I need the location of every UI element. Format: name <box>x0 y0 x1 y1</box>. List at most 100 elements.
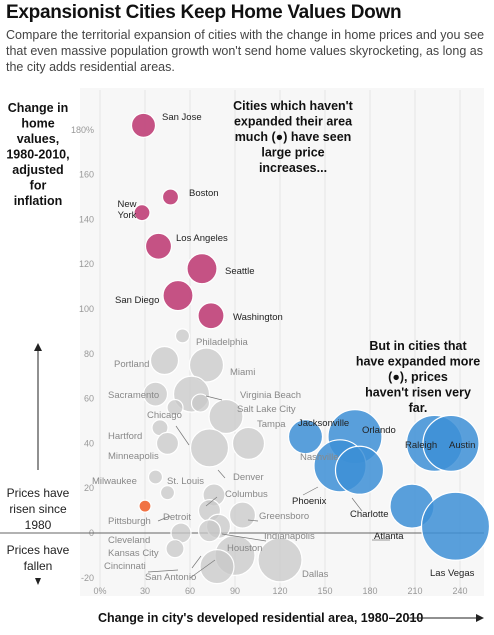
y-tick-label: 60 <box>84 394 94 404</box>
city-label-cleveland: Cleveland <box>108 535 150 546</box>
city-label-pittsburgh: Pittsburgh <box>108 516 151 527</box>
y-tick-label: 180% <box>71 125 94 135</box>
city-label-washington: Washington <box>233 312 283 323</box>
bubble-los-angeles <box>144 232 173 260</box>
city-label-las-vegas: Las Vegas <box>430 568 475 579</box>
leader-line <box>351 497 363 512</box>
leader-line <box>205 395 223 401</box>
city-label-houston: Houston <box>227 543 262 554</box>
up-arrow-icon <box>34 343 42 351</box>
city-label-charlotte: Charlotte <box>350 509 389 520</box>
city-label-nashville: Nashville <box>300 452 339 463</box>
bubble-sacramento <box>142 381 169 407</box>
bubble-san-diego <box>162 279 194 312</box>
bubble-boston <box>161 188 180 206</box>
bubble-minneapolis <box>155 431 180 455</box>
y-tick-label: 140 <box>79 214 94 224</box>
annotation-top: Cities which haven't expanded their area m… <box>233 99 354 175</box>
city-label-portland: Portland <box>114 359 149 370</box>
x-tick-label: 90 <box>230 586 240 596</box>
label-prices-risen: Prices have risen since 1980 <box>7 486 70 532</box>
x-tick-label: 120 <box>272 586 287 596</box>
city-label-milwaukee: Milwaukee <box>92 476 137 487</box>
y-tick-label: 120 <box>79 259 94 269</box>
bubble-jacksonville <box>287 419 324 455</box>
bubble-san-jose <box>130 112 157 138</box>
city-label-austin: Austin <box>449 440 475 451</box>
city-label-miami: Miami <box>230 367 255 378</box>
city-label-san-jose: San Jose <box>162 112 202 123</box>
bubble-las-vegas <box>420 491 491 561</box>
city-label-greensboro: Greensboro <box>259 511 309 522</box>
bubble-denver <box>189 428 230 468</box>
down-arrow-icon <box>35 578 41 585</box>
leader-line <box>147 569 179 573</box>
city-label-denver: Denver <box>233 472 264 483</box>
city-label-tampa: Tampa <box>257 419 286 430</box>
city-label-minneapolis: Minneapolis <box>108 451 159 462</box>
city-label-indianapolis: Indianapolis <box>264 531 315 542</box>
y-tick-label: 100 <box>79 304 94 314</box>
city-label-philadelphia: Philadelphia <box>196 337 248 348</box>
bubble-salt-lake-city <box>190 393 211 413</box>
bubble-san-antonio <box>199 548 235 585</box>
city-label-chicago: Chicago <box>147 410 182 421</box>
bubble-new-york <box>133 204 151 222</box>
x-tick-label: 60 <box>185 586 195 596</box>
x-tick-label: 210 <box>407 586 422 596</box>
x-tick-label: 180 <box>362 586 377 596</box>
bubble-pittsburgh <box>138 499 152 513</box>
city-label-atlanta: Atlanta <box>374 531 404 542</box>
x-axis-label: Change in city's developed residential a… <box>98 611 423 625</box>
leader-line <box>157 515 171 522</box>
label-prices-fallen: Prices have fallen <box>7 543 70 573</box>
city-label-san-diego: San Diego <box>115 295 159 306</box>
leader-line <box>191 555 202 569</box>
y-tick-label: 160 <box>79 170 94 180</box>
city-label-los-angeles: Los Angeles <box>176 233 228 244</box>
city-label-salt-lake-city: Salt Lake City <box>237 404 296 415</box>
annotation-right: But in cities that have expanded more (●),… <box>356 339 480 415</box>
city-label-dallas: Dallas <box>302 569 329 580</box>
bubble-greensboro <box>228 501 257 529</box>
leader-line <box>221 533 267 542</box>
y-tick-label: -20 <box>81 573 94 583</box>
leader-line <box>189 559 216 579</box>
bubble-charlotte <box>334 445 385 495</box>
x-tick-label: 30 <box>140 586 150 596</box>
city-label-boston: Boston <box>189 188 219 199</box>
city-label-seattle: Seattle <box>225 266 255 277</box>
city-label-cincinnati: Cincinnati <box>104 561 146 572</box>
bubble-dallas <box>257 537 303 583</box>
page-title: Expansionist Cities Keep Home Values Dow… <box>6 2 402 23</box>
leader-line <box>247 519 259 522</box>
bubble-st-louis <box>159 485 176 501</box>
bubble-tampa <box>208 398 244 435</box>
bubble-austin <box>422 414 480 472</box>
x-tick-label: 240 <box>452 586 467 596</box>
bubble-chicago <box>166 398 184 417</box>
x-tick-label: 0% <box>93 586 106 596</box>
page-subtitle: Compare the territorial expansion of cit… <box>6 28 485 74</box>
leader-line <box>302 486 319 496</box>
y-tick-label: 80 <box>84 349 94 359</box>
y-tick-label: 40 <box>84 438 94 448</box>
city-label-san-antonio: San Antonio <box>145 572 196 583</box>
city-label-orlando: Orlando <box>362 425 396 436</box>
city-label-virginia-beach: Virginia Beach <box>240 390 301 401</box>
bubble-philadelphia <box>174 328 191 344</box>
bubble-nashville <box>231 426 266 460</box>
city-label-new-york: New York <box>117 199 136 221</box>
city-label-kansas-city: Kansas City <box>108 548 159 559</box>
leader-line <box>175 425 190 446</box>
city-label-columbus: Columbus <box>225 489 268 500</box>
bubble-miami <box>188 347 225 383</box>
y-tick-label: 20 <box>84 483 94 493</box>
leader-line <box>217 469 226 479</box>
right-arrow-icon <box>476 614 484 622</box>
leader-line <box>205 496 218 507</box>
bubble-milwaukee <box>147 469 164 485</box>
bubble-cincinnati <box>165 539 185 559</box>
city-label-jacksonville: Jacksonville <box>298 418 349 429</box>
